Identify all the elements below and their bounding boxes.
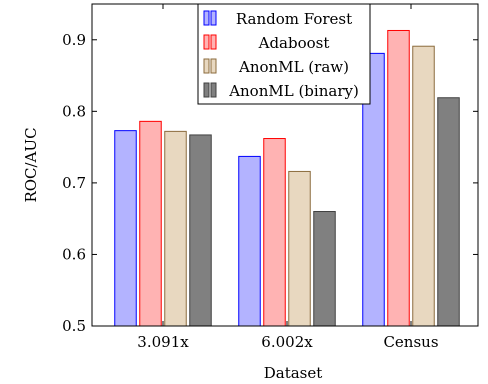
y-tick-label: 0.9: [62, 31, 86, 49]
y-tick-label: 0.6: [62, 245, 86, 263]
y-tick-label: 0.7: [62, 174, 86, 192]
legend-box: [197, 3, 371, 105]
legend-swatch: [203, 10, 210, 26]
bar: [288, 170, 311, 327]
bar: [412, 45, 435, 327]
x-tick-label: Census: [383, 333, 438, 351]
legend-swatch: [210, 10, 217, 26]
bar: [263, 138, 286, 327]
legend-swatch: [203, 82, 210, 98]
legend-swatch: [203, 34, 210, 50]
x-axis-label: Dataset: [264, 364, 323, 382]
bar: [387, 29, 410, 327]
legend-swatch: [203, 58, 210, 74]
bar: [437, 97, 460, 327]
legend-label: AnonML (binary): [228, 82, 359, 100]
bar: [238, 155, 261, 327]
y-tick-label: 0.8: [62, 102, 86, 120]
legend: Random Forest Adaboost AnonML (raw) AnonML …: [197, 3, 371, 105]
bar: [164, 130, 187, 327]
bar: [189, 134, 212, 327]
x-tick-label: 6.002x: [261, 333, 313, 351]
y-axis: 0.5 0.6 0.7 0.8 0.9: [62, 31, 478, 335]
legend-swatch: [210, 58, 217, 74]
x-tick-label: 3.091x: [137, 333, 189, 351]
bar: [313, 211, 336, 327]
y-axis-label: ROC/AUC: [22, 127, 40, 202]
legend-swatch: [210, 82, 217, 98]
legend-label: Adaboost: [258, 34, 330, 52]
bar: [139, 120, 162, 327]
bar: [114, 130, 137, 327]
legend-label: AnonML (raw): [238, 58, 349, 76]
y-tick-label: 0.5: [62, 317, 86, 335]
bars-group: [114, 29, 460, 327]
legend-swatch: [210, 34, 217, 50]
x-axis: 3.091x 6.002x Census: [137, 4, 439, 351]
legend-label: Random Forest: [236, 10, 352, 28]
